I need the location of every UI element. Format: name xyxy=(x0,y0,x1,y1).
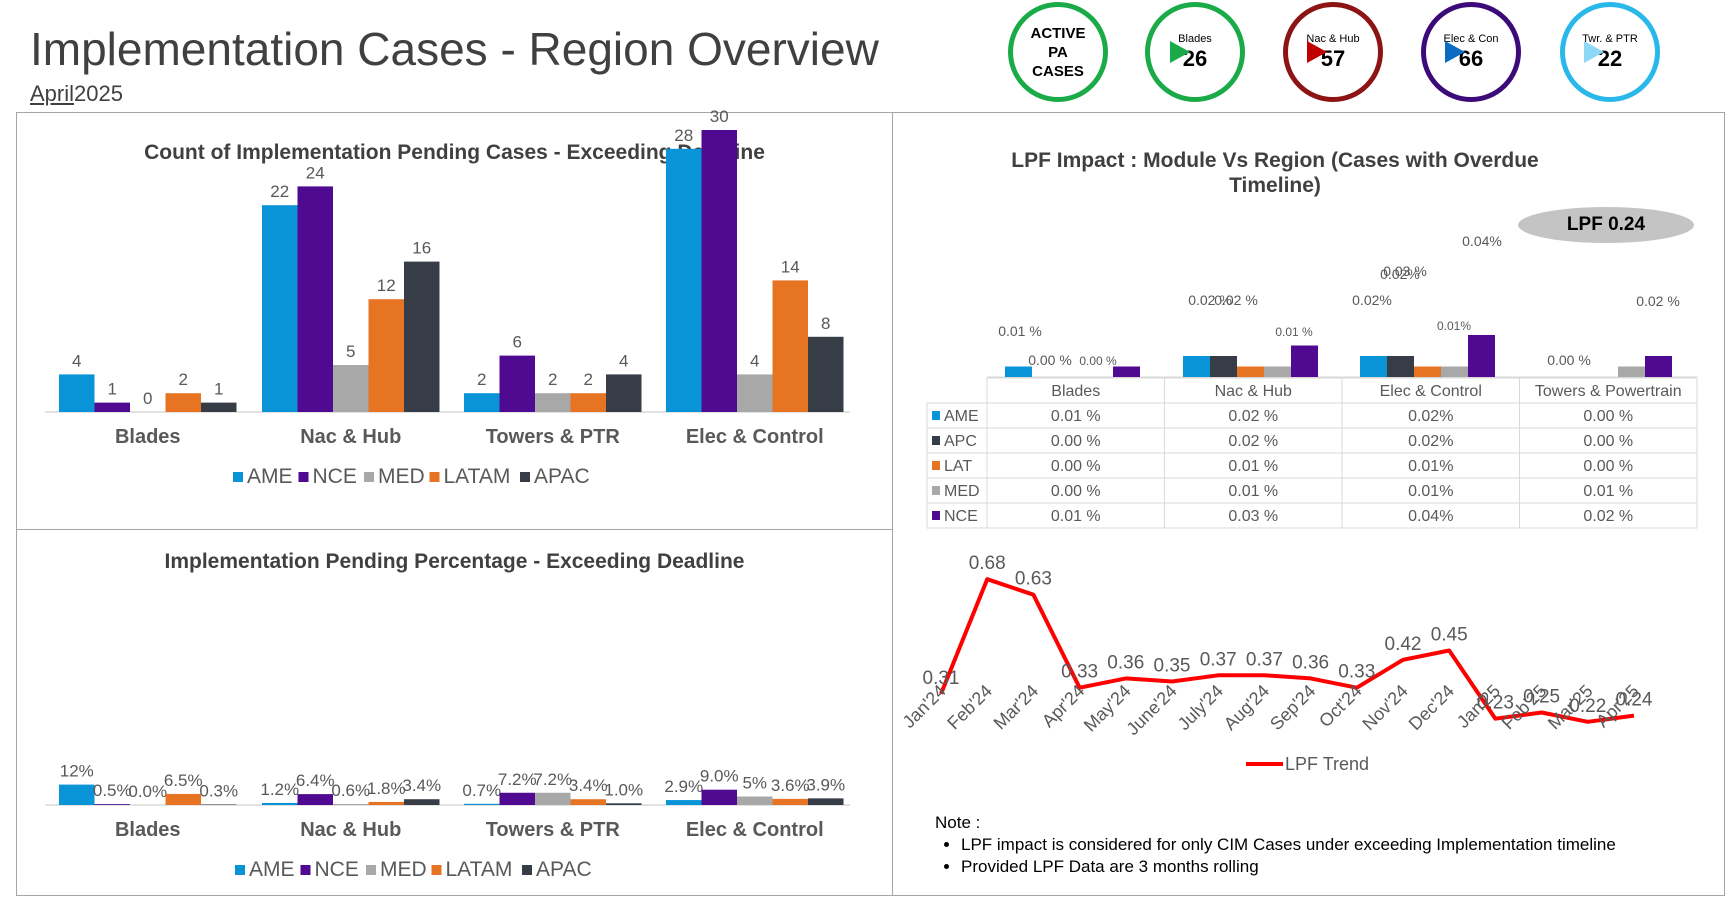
kpi-circle: Nac & Hub 57 xyxy=(1283,2,1383,102)
report-month: April xyxy=(30,81,75,106)
lpf-chart-title: LPF Impact : Module Vs Region (Cases wit… xyxy=(1011,149,1539,197)
lpf-badge: LPF 0.24 xyxy=(1518,207,1694,243)
note-heading: Note : xyxy=(935,813,981,832)
kpi-circle: Blades 26 xyxy=(1145,2,1245,102)
kpi-circle: ACTIVE PA CASES xyxy=(1008,2,1108,102)
flow-arrow-icon xyxy=(1307,41,1327,63)
count-chart-title: Count of Implementation Pending Cases - … xyxy=(144,141,765,164)
kpi-label: CASES xyxy=(1032,62,1084,80)
kpi-circle: Twr. & PTR 22 xyxy=(1560,2,1660,102)
percentage-chart-title: Implementation Pending Percentage - Exce… xyxy=(164,550,745,573)
page-title: Implementation Cases - Region Overview xyxy=(30,23,879,75)
flow-arrow-icon xyxy=(1584,41,1604,63)
report-date: April2025 xyxy=(30,81,123,107)
panel-lpf xyxy=(892,112,1725,896)
report-year: 2025 xyxy=(74,81,123,106)
panel-count-chart xyxy=(16,112,893,530)
kpi-circle: Elec & Con 66 xyxy=(1421,2,1521,102)
flow-arrow-icon xyxy=(1445,41,1465,63)
panel-percentage-chart xyxy=(16,529,893,896)
note: Note : LPF impact is considered for only… xyxy=(935,812,1616,878)
kpi-label: ACTIVE xyxy=(1030,24,1086,42)
note-item: Provided LPF Data are 3 months rolling xyxy=(961,856,1616,878)
flow-arrow-icon xyxy=(1170,41,1190,63)
note-item: LPF impact is considered for only CIM Ca… xyxy=(961,834,1616,856)
kpi-label: PA xyxy=(1048,43,1068,61)
